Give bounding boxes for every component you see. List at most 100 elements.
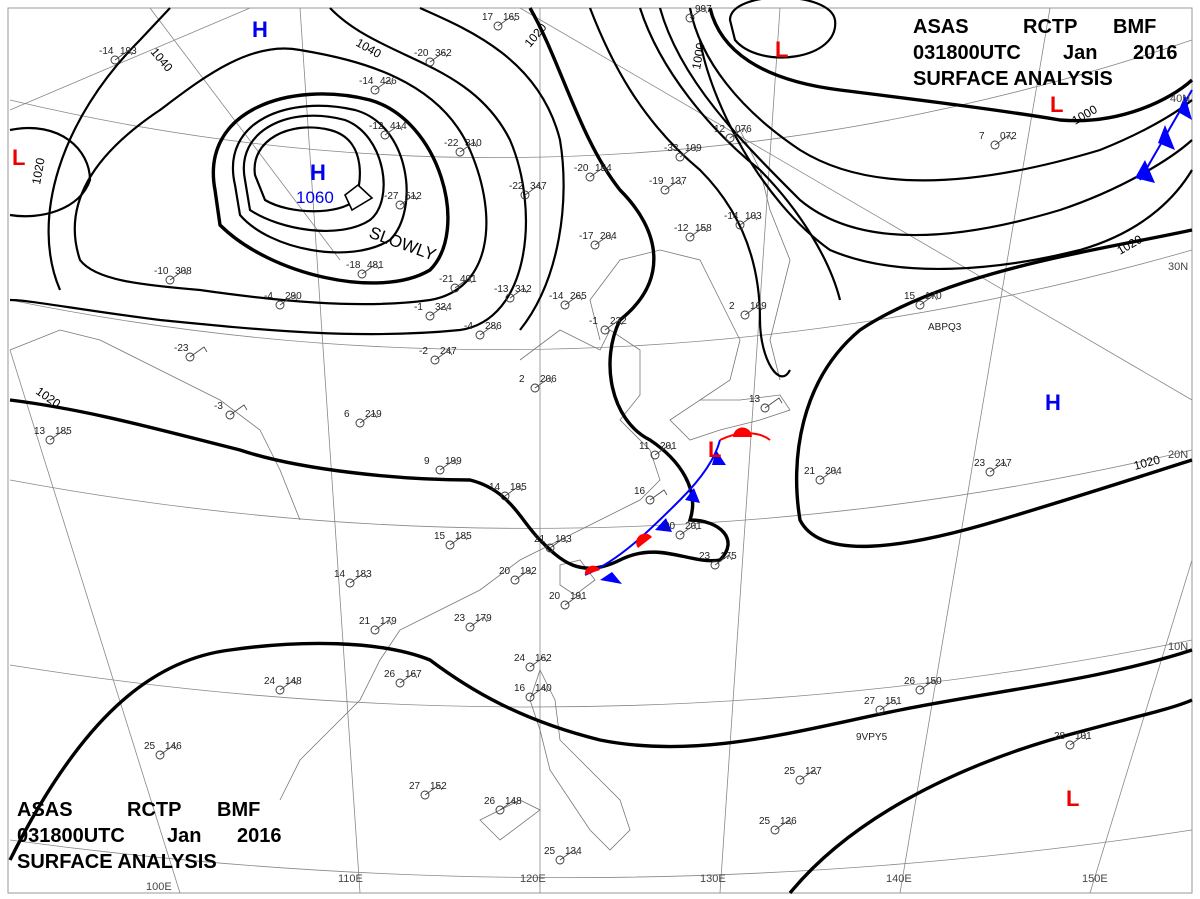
station-circle-icon — [155, 750, 165, 760]
station-circle-icon — [345, 578, 355, 588]
wind-barb-icon — [729, 127, 748, 139]
station-circle-icon — [395, 200, 405, 210]
wind-barb-icon — [499, 799, 518, 811]
station-temperature: 25 — [784, 766, 796, 777]
station-plot: -14 193 — [99, 46, 137, 65]
station-temperature: -14 — [724, 211, 739, 222]
cold-front — [584, 439, 721, 576]
station-pressure: 217 — [995, 458, 1012, 469]
station-circle-icon — [275, 300, 285, 310]
station-circle-icon — [445, 540, 455, 550]
latitude-label: 40N — [1170, 93, 1190, 105]
station-temperature: 12 — [714, 124, 726, 135]
low-center: L — [775, 37, 788, 62]
low-center: L — [708, 437, 721, 462]
station-pressure: 162 — [535, 653, 552, 664]
cold-front-triangle — [1135, 95, 1192, 183]
wind-barb-icon — [919, 294, 938, 306]
wind-barb-icon — [424, 784, 443, 796]
station-pressure: 195 — [510, 482, 527, 493]
wind-barb-icon — [279, 294, 298, 306]
station-temperature: 25 — [759, 816, 771, 827]
wind-barb-icon — [594, 234, 613, 246]
station-circle-icon — [795, 775, 805, 785]
station-plot: 23 175 — [699, 551, 737, 570]
title-time: 031800UTC — [17, 825, 125, 847]
wind-barb-icon — [819, 469, 838, 481]
station-plot: 28 101 — [1054, 731, 1092, 750]
station-temperature: 6 — [344, 409, 350, 420]
station-circle-icon — [475, 330, 485, 340]
station-pressure: 201 — [685, 521, 702, 532]
station-circle-icon — [45, 435, 55, 445]
station-plot: -10 308 — [154, 266, 192, 285]
wind-barb-icon — [279, 679, 298, 691]
cold-front-triangle — [712, 450, 726, 465]
station-plot: -12 158 — [674, 223, 712, 242]
station-temperature: -18 — [346, 260, 361, 271]
station-temperature: 2 — [729, 301, 735, 312]
wind-barb-icon — [359, 412, 378, 424]
station-circle-icon — [545, 543, 555, 553]
station-pressure: 204 — [600, 231, 617, 242]
station-temperature: 11 — [639, 441, 650, 452]
station-circle-icon — [600, 325, 610, 335]
wind-barb-icon — [434, 349, 453, 361]
station-pressure: 140 — [535, 683, 552, 694]
station-temperature: -27 — [384, 191, 399, 202]
wind-barb-icon — [449, 534, 468, 546]
front — [584, 89, 1193, 584]
wind-barb-icon — [994, 134, 1013, 146]
station-circle-icon — [915, 300, 925, 310]
station-plot: -18 481 — [346, 260, 384, 279]
station-plot: 26 148 — [484, 796, 522, 815]
station-temperature: 26 — [904, 676, 916, 687]
station-circle-icon — [740, 310, 750, 320]
station-pressure: 206 — [540, 374, 557, 385]
station-plot: 24 162 — [514, 653, 552, 672]
station-temperature: -13 — [494, 284, 509, 295]
station-temperature: -22 — [444, 138, 459, 149]
title-month: Jan — [1063, 42, 1098, 64]
station-temperature: 13 — [749, 394, 761, 405]
station-plot: -14 103 — [724, 211, 762, 230]
station-pressure: 076 — [735, 124, 752, 135]
wind-barb-icon — [744, 304, 763, 316]
station-temperature: 21 — [359, 616, 371, 627]
station-plot: 11 201 — [639, 441, 677, 460]
coordinate-labels: 100E 110E 120E 130E 140E 150E 40N 30N 20… — [146, 93, 1190, 893]
station-circle-icon — [650, 450, 660, 460]
station-plot: 14 183 — [334, 569, 372, 588]
cold-front-triangle — [600, 572, 622, 584]
station-circle-icon — [380, 130, 390, 140]
motion-text: SLOWLY — [367, 223, 439, 265]
wind-barb-icon — [374, 619, 393, 631]
isobar-label: 1000 — [689, 41, 707, 70]
longitude-label: 150E — [1082, 873, 1108, 885]
station-pressure: 512 — [405, 191, 422, 202]
station-plot: 7 072 — [979, 131, 1017, 150]
station-circle-icon — [555, 855, 565, 865]
station-temperature: -20 — [574, 163, 589, 174]
title-code: BMF — [217, 799, 261, 821]
station-circle-icon — [435, 465, 445, 475]
station-temperature: -4 — [264, 291, 273, 302]
station-plot: 17 165 — [482, 12, 520, 31]
station-temperature: -14 — [99, 46, 114, 57]
station-temperature: 14 — [489, 482, 501, 493]
station-temperature: 21 — [804, 466, 816, 477]
station-temperature: -33 — [664, 143, 679, 154]
station-temperature: -19 — [649, 176, 664, 187]
longitude-label: 100E — [146, 881, 172, 893]
station-temperature: 21 — [534, 534, 546, 545]
station-circle-icon — [185, 352, 195, 362]
station-plot: 23 179 — [454, 613, 492, 632]
latitude-label: 30N — [1168, 261, 1188, 273]
station-plot: -12 414 — [369, 121, 407, 140]
station-temperature: -12 — [674, 223, 689, 234]
station-temperature: 27 — [409, 781, 421, 792]
station-pressure: 324 — [435, 302, 452, 313]
station-circle-icon — [915, 685, 925, 695]
station-plot: 20 201 — [664, 521, 702, 540]
station-plot: 14 195 — [489, 482, 527, 501]
